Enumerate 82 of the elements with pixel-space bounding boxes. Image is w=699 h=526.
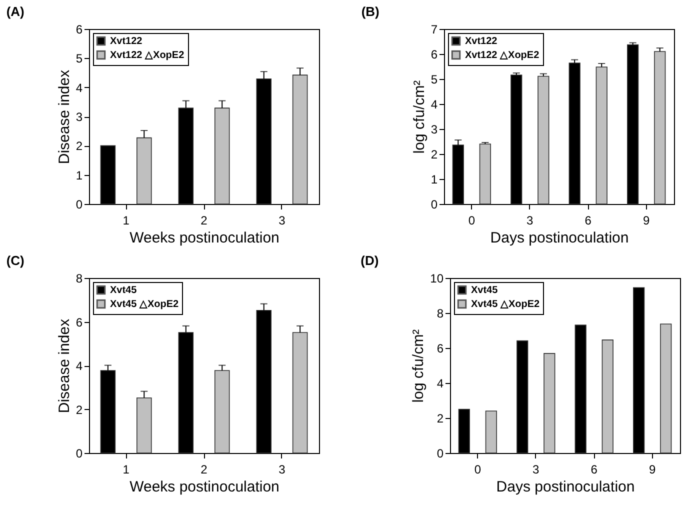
y-tick-label: 5	[76, 52, 83, 66]
x-tick-label: 1	[122, 462, 130, 476]
x-tick-label: 3	[526, 214, 534, 228]
bar	[292, 332, 308, 454]
bar	[544, 353, 556, 454]
x-tick-label: 6	[584, 214, 592, 228]
x-tick-label: 3	[532, 462, 540, 476]
legend-label: Xvt45	[471, 285, 498, 296]
bar	[633, 287, 645, 454]
x-axis-title: Days postinoculation	[490, 230, 629, 246]
y-tick-label: 6	[76, 22, 83, 36]
x-axis-title: Weeks postinoculation	[130, 230, 280, 246]
y-tick-label: 8	[76, 272, 83, 286]
bar	[596, 66, 608, 204]
x-tick-label: 3	[278, 462, 286, 476]
y-axis-title: Disease index	[56, 69, 73, 164]
legend-label: Xvt45	[110, 285, 138, 296]
bar	[568, 62, 580, 204]
y-tick-label: 0	[436, 446, 444, 460]
x-tick-label: 3	[278, 214, 286, 228]
y-tick-label: 6	[436, 342, 444, 356]
legend-label: Xvt122	[110, 36, 143, 47]
y-tick-label: 3	[76, 110, 83, 124]
y-axis-title: log cfu/cm²	[410, 80, 428, 154]
bar	[214, 108, 230, 204]
chart-title: (D)	[360, 253, 379, 268]
y-tick-label: 0	[430, 198, 438, 212]
legend-label: Xvt45 △XopE2	[471, 299, 540, 310]
chart-title: (A)	[6, 4, 24, 19]
y-tick-label: 10	[430, 272, 444, 286]
x-tick-label: 0	[474, 462, 482, 476]
y-tick-label: 2	[430, 148, 438, 162]
x-tick-label: 2	[200, 462, 208, 476]
y-tick-label: 7	[430, 22, 438, 36]
x-axis-title: Days postinoculation	[496, 478, 635, 496]
y-tick-label: 2	[76, 402, 83, 417]
y-tick-label: 6	[76, 315, 83, 330]
bar	[574, 324, 586, 454]
bar	[516, 340, 528, 454]
chart-title: (B)	[361, 4, 380, 19]
bar	[100, 145, 116, 204]
x-tick-label: 9	[643, 214, 650, 228]
y-axis-title: Disease index	[56, 318, 73, 414]
y-tick-label: 1	[76, 168, 83, 182]
y-tick-label: 4	[430, 98, 438, 112]
legend-label: Xvt122 △XopE2	[110, 50, 185, 61]
bar	[485, 410, 497, 454]
bar	[136, 137, 152, 204]
legend-label: Xvt122	[465, 36, 498, 47]
bar	[602, 340, 614, 454]
y-tick-label: 0	[76, 198, 83, 212]
bar	[136, 397, 152, 454]
bar	[458, 408, 470, 454]
y-tick-label: 4	[76, 80, 83, 95]
x-tick-label: 9	[649, 462, 656, 476]
bar	[100, 370, 116, 454]
y-tick-label: 2	[436, 412, 444, 426]
y-tick-label: 4	[76, 359, 83, 373]
legend-label: Xvt122 △XopE2	[465, 50, 540, 61]
y-tick-label: 3	[430, 122, 438, 136]
y-tick-label: 8	[436, 306, 444, 320]
bar	[479, 144, 491, 204]
y-tick-label: 6	[430, 48, 438, 62]
bar	[214, 370, 230, 454]
y-axis-title: log cfu/cm²	[410, 329, 428, 403]
y-tick-label: 2	[76, 139, 83, 154]
bar	[660, 324, 672, 454]
x-tick-label: 6	[590, 462, 598, 476]
bar	[654, 51, 666, 204]
x-axis-title: Weeks postinoculation	[130, 478, 280, 496]
chart-title: (C)	[6, 253, 24, 268]
bar	[292, 74, 308, 204]
legend-label: Xvt45 △XopE2	[110, 299, 180, 310]
bar	[452, 144, 464, 204]
y-tick-label: 4	[436, 376, 444, 390]
y-tick-label: 0	[76, 446, 83, 460]
bar	[538, 76, 550, 204]
x-tick-label: 0	[468, 214, 476, 228]
x-tick-label: 2	[200, 214, 208, 228]
y-tick-label: 1	[430, 172, 438, 186]
y-tick-label: 5	[430, 72, 438, 86]
x-tick-label: 1	[122, 214, 130, 228]
